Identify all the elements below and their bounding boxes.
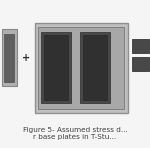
Bar (80, 32, 110, 103)
Bar (2, 29, 16, 86)
Bar (132, 57, 149, 71)
Bar (82, 35, 107, 100)
Bar (34, 23, 128, 113)
Text: +: + (22, 53, 30, 63)
Bar (4, 34, 14, 82)
Bar (132, 39, 149, 53)
Bar (41, 32, 70, 103)
Text: Figure 5- Assumed stress d...
r base plates in T-Stu...: Figure 5- Assumed stress d... r base pla… (23, 127, 127, 140)
Bar (44, 35, 68, 100)
Bar (38, 27, 124, 109)
